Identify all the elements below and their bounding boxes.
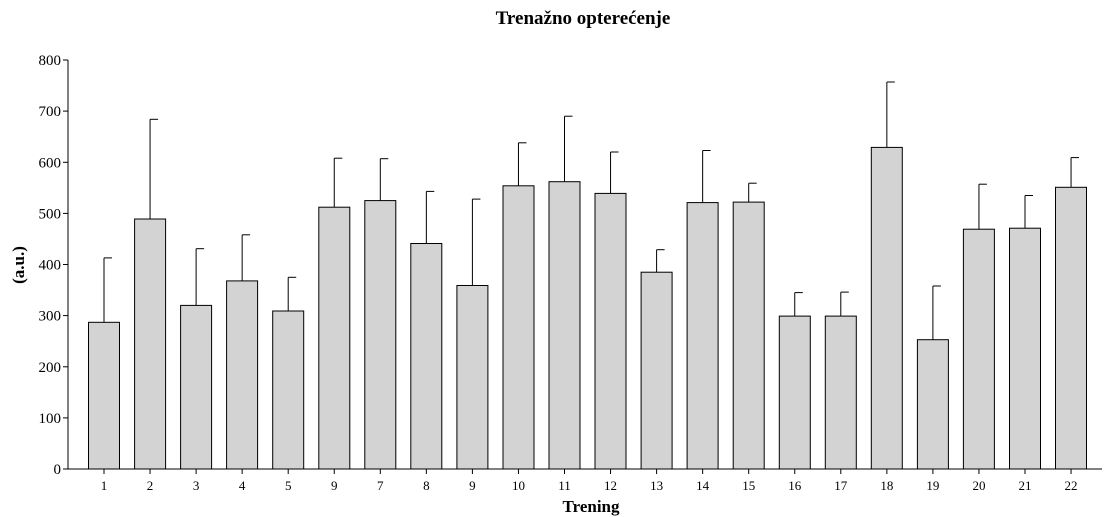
bar-4 — [226, 280, 259, 470]
x-tick-label: 1 — [101, 478, 108, 493]
bar-18 — [870, 146, 903, 470]
x-tick-label: 9 — [469, 478, 476, 493]
y-tick-label: 300 — [39, 309, 62, 325]
error-bar-5 — [287, 276, 297, 311]
error-bar-2 — [149, 118, 159, 219]
bar-14 — [686, 202, 719, 470]
bar-5 — [272, 310, 305, 470]
bar-19 — [916, 339, 949, 470]
bar-1 — [88, 321, 120, 470]
x-tick-label: 2 — [147, 478, 154, 493]
error-bar-16 — [794, 292, 803, 317]
x-tick-label: 21 — [1019, 478, 1032, 493]
error-bar-11 — [564, 115, 573, 182]
y-axis-label: (a.u.) — [9, 246, 28, 284]
x-tick-label: 20 — [972, 478, 985, 493]
bars-group — [88, 146, 1087, 470]
bar-8 — [410, 243, 443, 470]
bar-12 — [594, 192, 627, 470]
bar-9 — [456, 285, 489, 470]
x-tick-label: 5 — [285, 478, 292, 493]
bar-21 — [1009, 227, 1041, 470]
error-bar-20 — [978, 183, 987, 230]
bar-20 — [962, 228, 995, 470]
y-tick-label: 200 — [39, 360, 62, 376]
error-bar-9 — [471, 198, 481, 286]
y-tick-label: 400 — [39, 258, 62, 274]
error-bar-3 — [195, 248, 205, 306]
bar-3 — [180, 304, 213, 470]
x-tick-label: 7 — [377, 478, 384, 493]
y-tick-label: 800 — [39, 53, 62, 69]
x-axis-label: Trening — [563, 497, 620, 516]
y-ticks-group: 0 100 200 300 400 500 600 700 800 — [39, 53, 68, 478]
x-tick-label: 13 — [650, 478, 663, 493]
x-tick-label: 17 — [834, 478, 848, 493]
error-bar-7 — [379, 158, 389, 201]
error-bar-17 — [840, 291, 849, 317]
x-tick-label: 15 — [742, 478, 755, 493]
bar-16 — [778, 315, 811, 470]
error-bar-8 — [425, 190, 435, 244]
x-tick-label: 11 — [558, 478, 571, 493]
x-tick-label: 14 — [696, 478, 710, 493]
x-tick-label: 16 — [788, 478, 802, 493]
x-tick-label: 9 — [331, 478, 338, 493]
x-tick-label: 10 — [512, 478, 525, 493]
x-tick-label: 22 — [1065, 478, 1078, 493]
bar-22 — [1055, 186, 1087, 470]
y-tick-label: 600 — [39, 155, 62, 171]
bar-13 — [640, 271, 673, 470]
error-bar-1 — [103, 257, 112, 323]
bar-11 — [548, 181, 581, 470]
bar-6 — [318, 206, 351, 470]
error-bar-6 — [333, 157, 343, 208]
error-bar-4 — [241, 234, 251, 281]
x-tick-label: 8 — [423, 478, 430, 493]
error-bar-14 — [702, 150, 711, 203]
error-bar-21 — [1024, 195, 1033, 229]
x-tick-label: 18 — [880, 478, 893, 493]
bar-15 — [732, 201, 765, 470]
error-bar-10 — [517, 142, 527, 186]
error-bar-12 — [610, 151, 619, 194]
bar-7 — [364, 200, 397, 470]
bar-17 — [824, 315, 857, 470]
y-tick-label: 100 — [39, 411, 62, 427]
error-bar-19 — [932, 285, 941, 340]
x-tick-label: 3 — [193, 478, 200, 493]
error-bar-13 — [656, 249, 665, 273]
chart-title: Trenažno opterećenje — [496, 8, 671, 29]
y-tick-label: 500 — [39, 206, 62, 222]
bar-2 — [134, 218, 167, 470]
error-bar-22 — [1070, 157, 1079, 188]
x-ticks-group: 1 2 3 4 5 9 7 8 9 10 11 12 13 14 15 16 17 18 19 20 21 22 — [101, 469, 1078, 493]
bar-10 — [502, 185, 535, 470]
error-bars-group — [103, 81, 1079, 340]
error-bar-18 — [886, 81, 895, 148]
y-tick-label: 700 — [39, 104, 62, 120]
x-tick-label: 12 — [604, 478, 617, 493]
y-tick-label: 0 — [54, 462, 62, 478]
x-tick-label: 4 — [239, 478, 246, 493]
x-tick-label: 19 — [926, 478, 939, 493]
error-bar-15 — [748, 182, 757, 203]
